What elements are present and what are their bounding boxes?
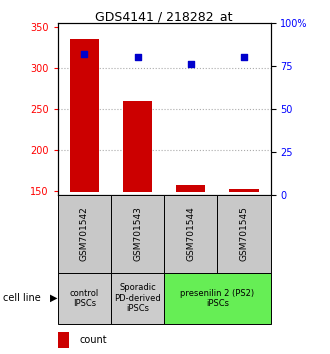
Bar [229, 189, 259, 192]
Text: GSM701542: GSM701542 [80, 206, 89, 261]
Text: GSM701543: GSM701543 [133, 206, 142, 261]
Text: cell line: cell line [3, 293, 41, 303]
Point [82, 51, 87, 57]
Bar [58, 195, 111, 273]
Text: ▶: ▶ [50, 293, 57, 303]
Bar [217, 195, 271, 273]
Bar [164, 195, 217, 273]
Bar [164, 273, 271, 324]
Bar [58, 273, 111, 324]
Text: presenilin 2 (PS2)
iPSCs: presenilin 2 (PS2) iPSCs [180, 289, 254, 308]
Bar [111, 273, 164, 324]
Text: GDS4141 / 218282_at: GDS4141 / 218282_at [95, 10, 233, 23]
Point [241, 55, 247, 60]
Point [135, 55, 140, 60]
Point [188, 61, 193, 67]
Text: GSM701545: GSM701545 [240, 206, 248, 261]
Text: control
IPSCs: control IPSCs [70, 289, 99, 308]
Bar [176, 185, 205, 192]
Bar [58, 331, 69, 348]
Bar [123, 101, 152, 192]
Text: Sporadic
PD-derived
iPSCs: Sporadic PD-derived iPSCs [114, 283, 161, 313]
Text: count: count [79, 335, 107, 344]
Text: GSM701544: GSM701544 [186, 206, 195, 261]
Bar [111, 195, 164, 273]
Bar [70, 39, 99, 192]
